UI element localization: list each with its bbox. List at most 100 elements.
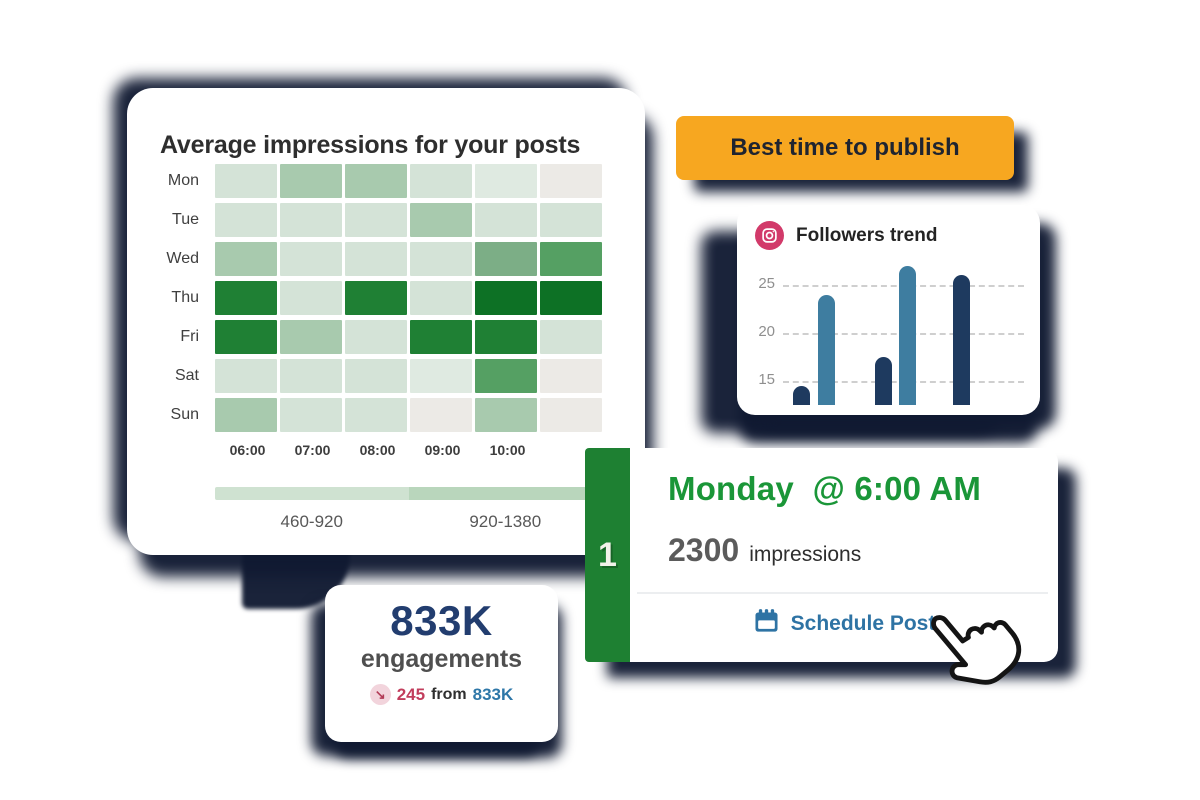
engagements-trend-row: ↘ 245 from 833K: [369, 684, 514, 705]
calendar-icon: [753, 608, 780, 640]
instagram-icon: [755, 221, 784, 250]
heatmap-row: Wed: [151, 242, 605, 276]
heatmap-cell: [280, 320, 342, 354]
trend-total: 833K: [472, 684, 514, 704]
bar: [875, 357, 892, 405]
heatmap-cell: [215, 281, 277, 315]
heatmap-cell: [280, 203, 342, 237]
heatmap-row: Sat: [151, 359, 605, 393]
impressions-card: Average impressions for your posts Mon Tu…: [127, 88, 645, 555]
day-label: Sat: [174, 367, 199, 384]
heatmap-cell: [215, 164, 277, 198]
heatmap-cell: [345, 398, 407, 432]
legend-range-low: 460-920: [280, 512, 343, 531]
heatmap-cell: [410, 359, 472, 393]
heatmap-cell: [475, 398, 537, 432]
best-time-banner-label: Best time to publish: [730, 134, 960, 161]
bar: [953, 275, 970, 405]
engagements-card: 833K engagements ↘ 245 from 833K: [325, 585, 558, 742]
best-slot-title: Monday @ 6:00 AM: [668, 470, 982, 507]
schedule-post-label: Schedule Post: [790, 612, 936, 635]
heatmap-cell: [540, 359, 602, 393]
heatmap-cell: [215, 242, 277, 276]
day-label: Mon: [167, 172, 199, 189]
heatmap-cell: [345, 164, 407, 198]
rank-number: 1: [598, 535, 617, 574]
time-label: 09:00: [424, 442, 461, 458]
heatmap-cell: [215, 398, 277, 432]
engagements-value: 833K: [390, 597, 493, 644]
heatmap-cell: [410, 320, 472, 354]
heatmap-cell: [280, 359, 342, 393]
impressions-card-title: Average impressions for your posts: [160, 130, 581, 159]
heatmap-cell: [540, 164, 602, 198]
day-label: Sun: [170, 406, 199, 423]
trend-delta: 245: [396, 684, 426, 704]
trend-joiner: from: [431, 685, 467, 703]
time-label: 07:00: [294, 442, 331, 458]
schedule-post-button[interactable]: Schedule Post: [630, 608, 1058, 640]
heatmap-cell: [410, 242, 472, 276]
heatmap-time-axis: 06:00 07:00 08:00 09:00 10:00: [215, 442, 605, 458]
legend-range-high: 920-1380: [469, 512, 542, 531]
heatmap-cell: [345, 359, 407, 393]
heatmap-legend-bar: [215, 487, 602, 500]
heatmap-cell: [345, 242, 407, 276]
heatmap-cell: [540, 203, 602, 237]
followers-trend-title: Followers trend: [796, 224, 938, 246]
day-label: Thu: [171, 289, 199, 306]
rank-strip: 1: [585, 448, 630, 662]
bar: [899, 266, 916, 405]
followers-trend-header: Followers trend: [755, 221, 937, 250]
day-label: Wed: [166, 250, 199, 267]
divider: [637, 592, 1048, 594]
heatmap-cell: [540, 320, 602, 354]
pointer-cursor-icon: [931, 615, 1022, 685]
bar: [793, 386, 810, 405]
heatmap-cell: [280, 281, 342, 315]
y-tick-label: 20: [758, 323, 775, 340]
heatmap-row: Sun: [151, 398, 605, 432]
y-tick-label: 15: [758, 371, 775, 388]
heatmap-cell: [475, 164, 537, 198]
heatmap-cell: [475, 281, 537, 315]
heatmap-cell: [215, 320, 277, 354]
best-time-banner: Best time to publish: [676, 116, 1014, 180]
time-label: 10:00: [489, 442, 526, 458]
legend-segment: [215, 487, 409, 500]
heatmap-cell: [475, 203, 537, 237]
heatmap-cell: [475, 359, 537, 393]
time-label: 06:00: [229, 442, 266, 458]
heatmap-cell: [280, 398, 342, 432]
heatmap-cell: [280, 242, 342, 276]
heatmap-cell: [410, 398, 472, 432]
day-label: Fri: [180, 328, 199, 345]
heatmap-row: Mon: [151, 164, 605, 198]
followers-bar-chart: 25 20 15: [737, 205, 1040, 415]
heatmap-cell: [215, 203, 277, 237]
heatmap-cell: [345, 320, 407, 354]
heatmap-cell: [410, 164, 472, 198]
heatmap-cell: [345, 281, 407, 315]
heatmap: Mon Tue Wed Thu Fri Sat Sun: [151, 164, 605, 437]
impressions-value: 2300: [668, 532, 740, 568]
heatmap-cell: [280, 164, 342, 198]
heatmap-legend-labels: 460-920 920-1380: [215, 512, 602, 532]
heatmap-cell: [345, 203, 407, 237]
heatmap-cell: [475, 320, 537, 354]
best-slot-card: 1 Monday @ 6:00 AM 2300 impressions Sche…: [585, 448, 1058, 662]
trend-down-arrow-icon: ↘: [369, 684, 391, 705]
heatmap-cell: [540, 242, 602, 276]
heatmap-cell: [410, 281, 472, 315]
bar: [818, 295, 835, 405]
heatmap-cell: [540, 398, 602, 432]
impressions-unit: impressions: [749, 543, 862, 566]
y-tick-label: 25: [758, 275, 775, 292]
heatmap-row: Tue: [151, 203, 605, 237]
best-slot-metric: 2300 impressions: [668, 532, 861, 569]
engagements-label: engagements: [360, 645, 523, 673]
time-label: 08:00: [359, 442, 396, 458]
heatmap-row: Thu: [151, 281, 605, 315]
heatmap-cell: [215, 359, 277, 393]
